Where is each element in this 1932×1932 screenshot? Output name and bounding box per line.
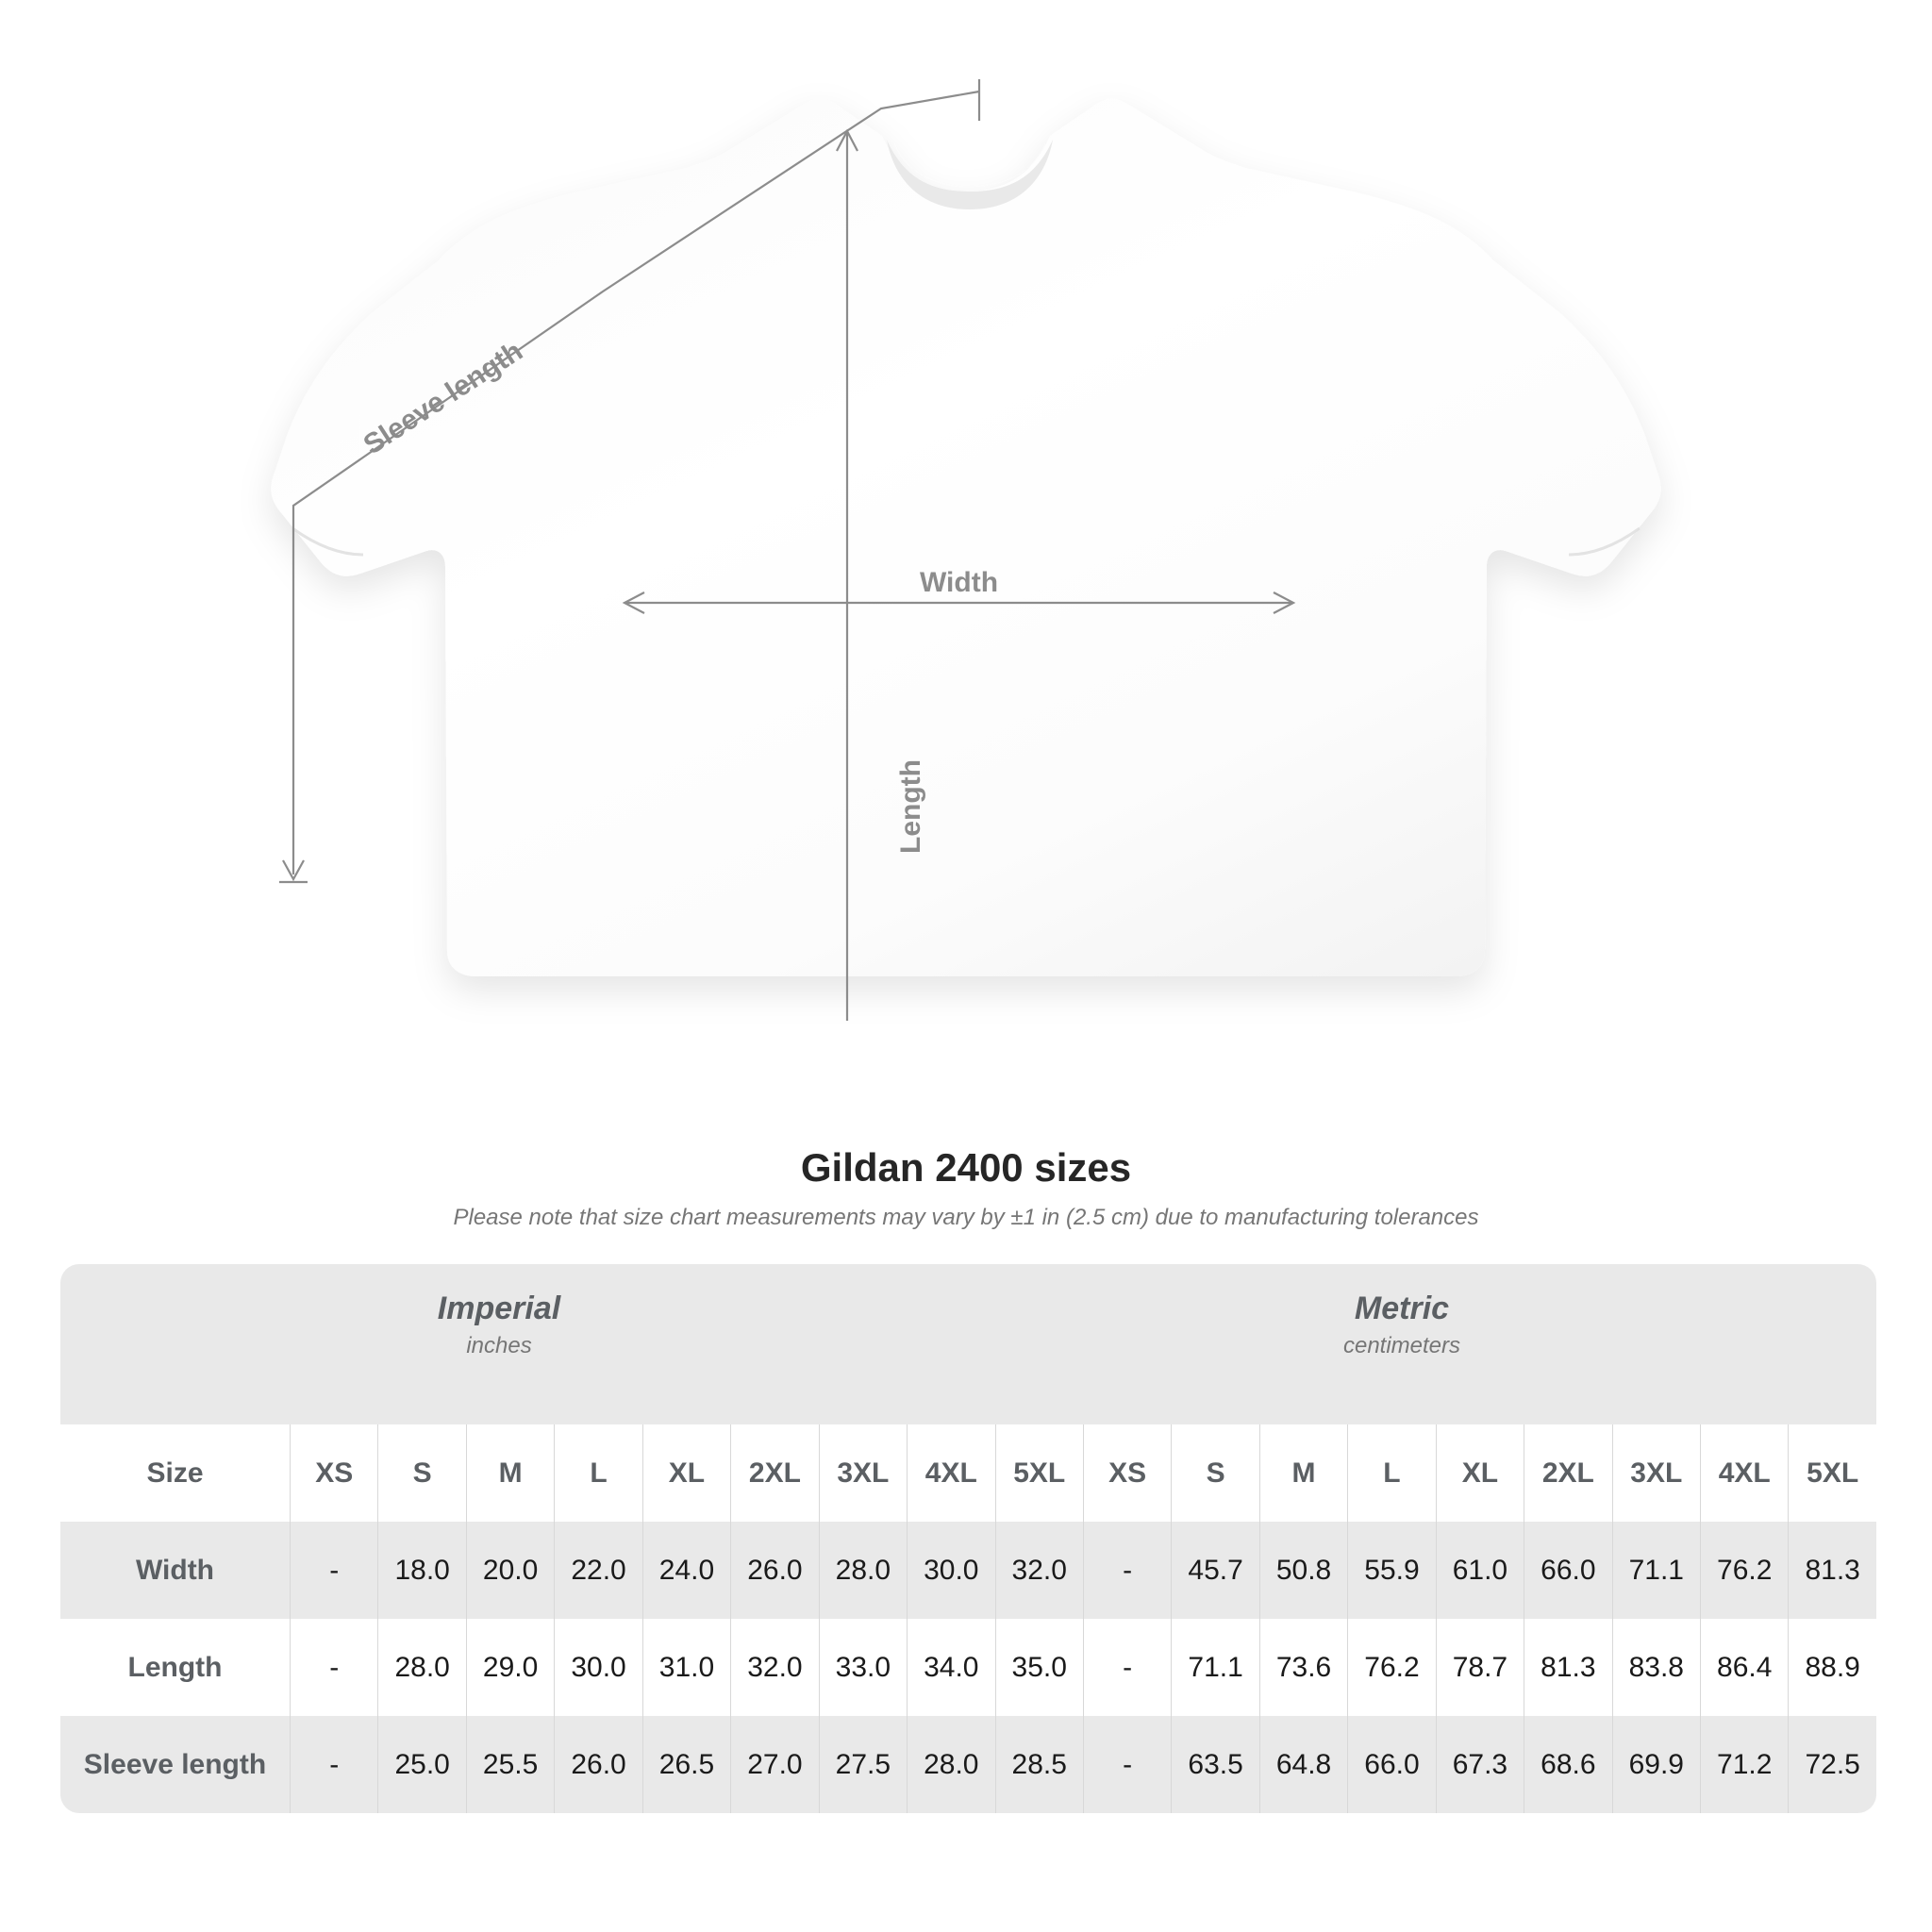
svg-text:Length: Length [895, 759, 926, 854]
svg-text:Width: Width [920, 567, 998, 598]
